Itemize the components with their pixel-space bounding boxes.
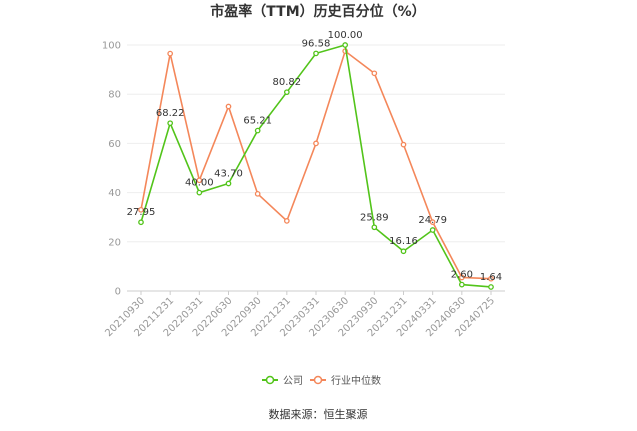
data-point-industry xyxy=(167,50,174,57)
data-label: 80.82 xyxy=(273,77,302,88)
data-point-industry xyxy=(488,275,494,282)
data-point-industry xyxy=(400,141,407,148)
y-tick-label: 100 xyxy=(102,41,121,52)
data-point-industry xyxy=(429,219,436,225)
data-point-company xyxy=(342,42,349,48)
data-point-company xyxy=(458,281,465,288)
data-label: 100.00 xyxy=(328,30,363,41)
chart-title: 市盈率（TTM）历史百分位（%） xyxy=(210,3,425,20)
data-label: 1.64 xyxy=(480,272,502,283)
data-point-company xyxy=(138,219,144,226)
data-label: 65.21 xyxy=(243,116,272,127)
y-axis: 0 20 40 60 80 100 xyxy=(102,41,121,298)
data-label: 40.00 xyxy=(185,178,214,189)
x-axis: 2021093020211231202203312022063020220930… xyxy=(103,291,497,339)
data-point-company xyxy=(429,227,436,233)
legend-item-industry[interactable]: 行业中位数 xyxy=(310,374,381,387)
series-line-industry xyxy=(140,49,492,280)
legend: 公司 行业中位数 xyxy=(262,374,381,387)
y-tick-label: 60 xyxy=(108,139,121,150)
source-note: 数据来源：恒生聚源 xyxy=(269,407,368,421)
legend-item-company[interactable]: 公司 xyxy=(262,375,303,387)
data-point-company xyxy=(196,189,203,196)
grid xyxy=(127,44,505,292)
y-tick-label: 40 xyxy=(108,188,121,199)
y-tick-label: 20 xyxy=(108,237,121,248)
data-point-industry xyxy=(371,70,378,77)
data-point-industry xyxy=(196,177,203,184)
data-point-company xyxy=(254,127,261,134)
y-tick-label: 80 xyxy=(108,90,121,101)
data-label: 2.60 xyxy=(451,270,473,281)
data-label: 27.95 xyxy=(127,207,156,218)
data-point-company xyxy=(488,284,494,290)
data-point-company xyxy=(371,224,378,231)
data-point-industry xyxy=(254,190,261,197)
data-point-company xyxy=(400,248,407,255)
data-point-industry xyxy=(138,206,144,213)
data-point-company xyxy=(313,50,319,57)
data-point-company xyxy=(225,180,232,187)
data-point-industry xyxy=(283,218,290,224)
data-point-industry xyxy=(313,140,319,147)
legend-marker-industry xyxy=(313,375,323,385)
data-point-company xyxy=(167,120,174,127)
legend-label-company: 公司 xyxy=(283,376,303,387)
data-label: 25.89 xyxy=(360,212,389,223)
data-label: 68.22 xyxy=(156,108,185,119)
series-line-company xyxy=(140,43,492,288)
data-label: 43.70 xyxy=(214,168,243,179)
data-label: 96.58 xyxy=(302,38,331,49)
data-point-company xyxy=(283,89,290,96)
data-label: 24.79 xyxy=(418,215,447,226)
data-point-industry xyxy=(458,274,465,281)
legend-marker-company xyxy=(265,375,275,385)
legend-label-industry: 行业中位数 xyxy=(331,374,381,387)
data-point-industry xyxy=(225,103,232,110)
y-tick-label: 0 xyxy=(115,287,121,298)
data-label: 16.16 xyxy=(389,236,418,247)
